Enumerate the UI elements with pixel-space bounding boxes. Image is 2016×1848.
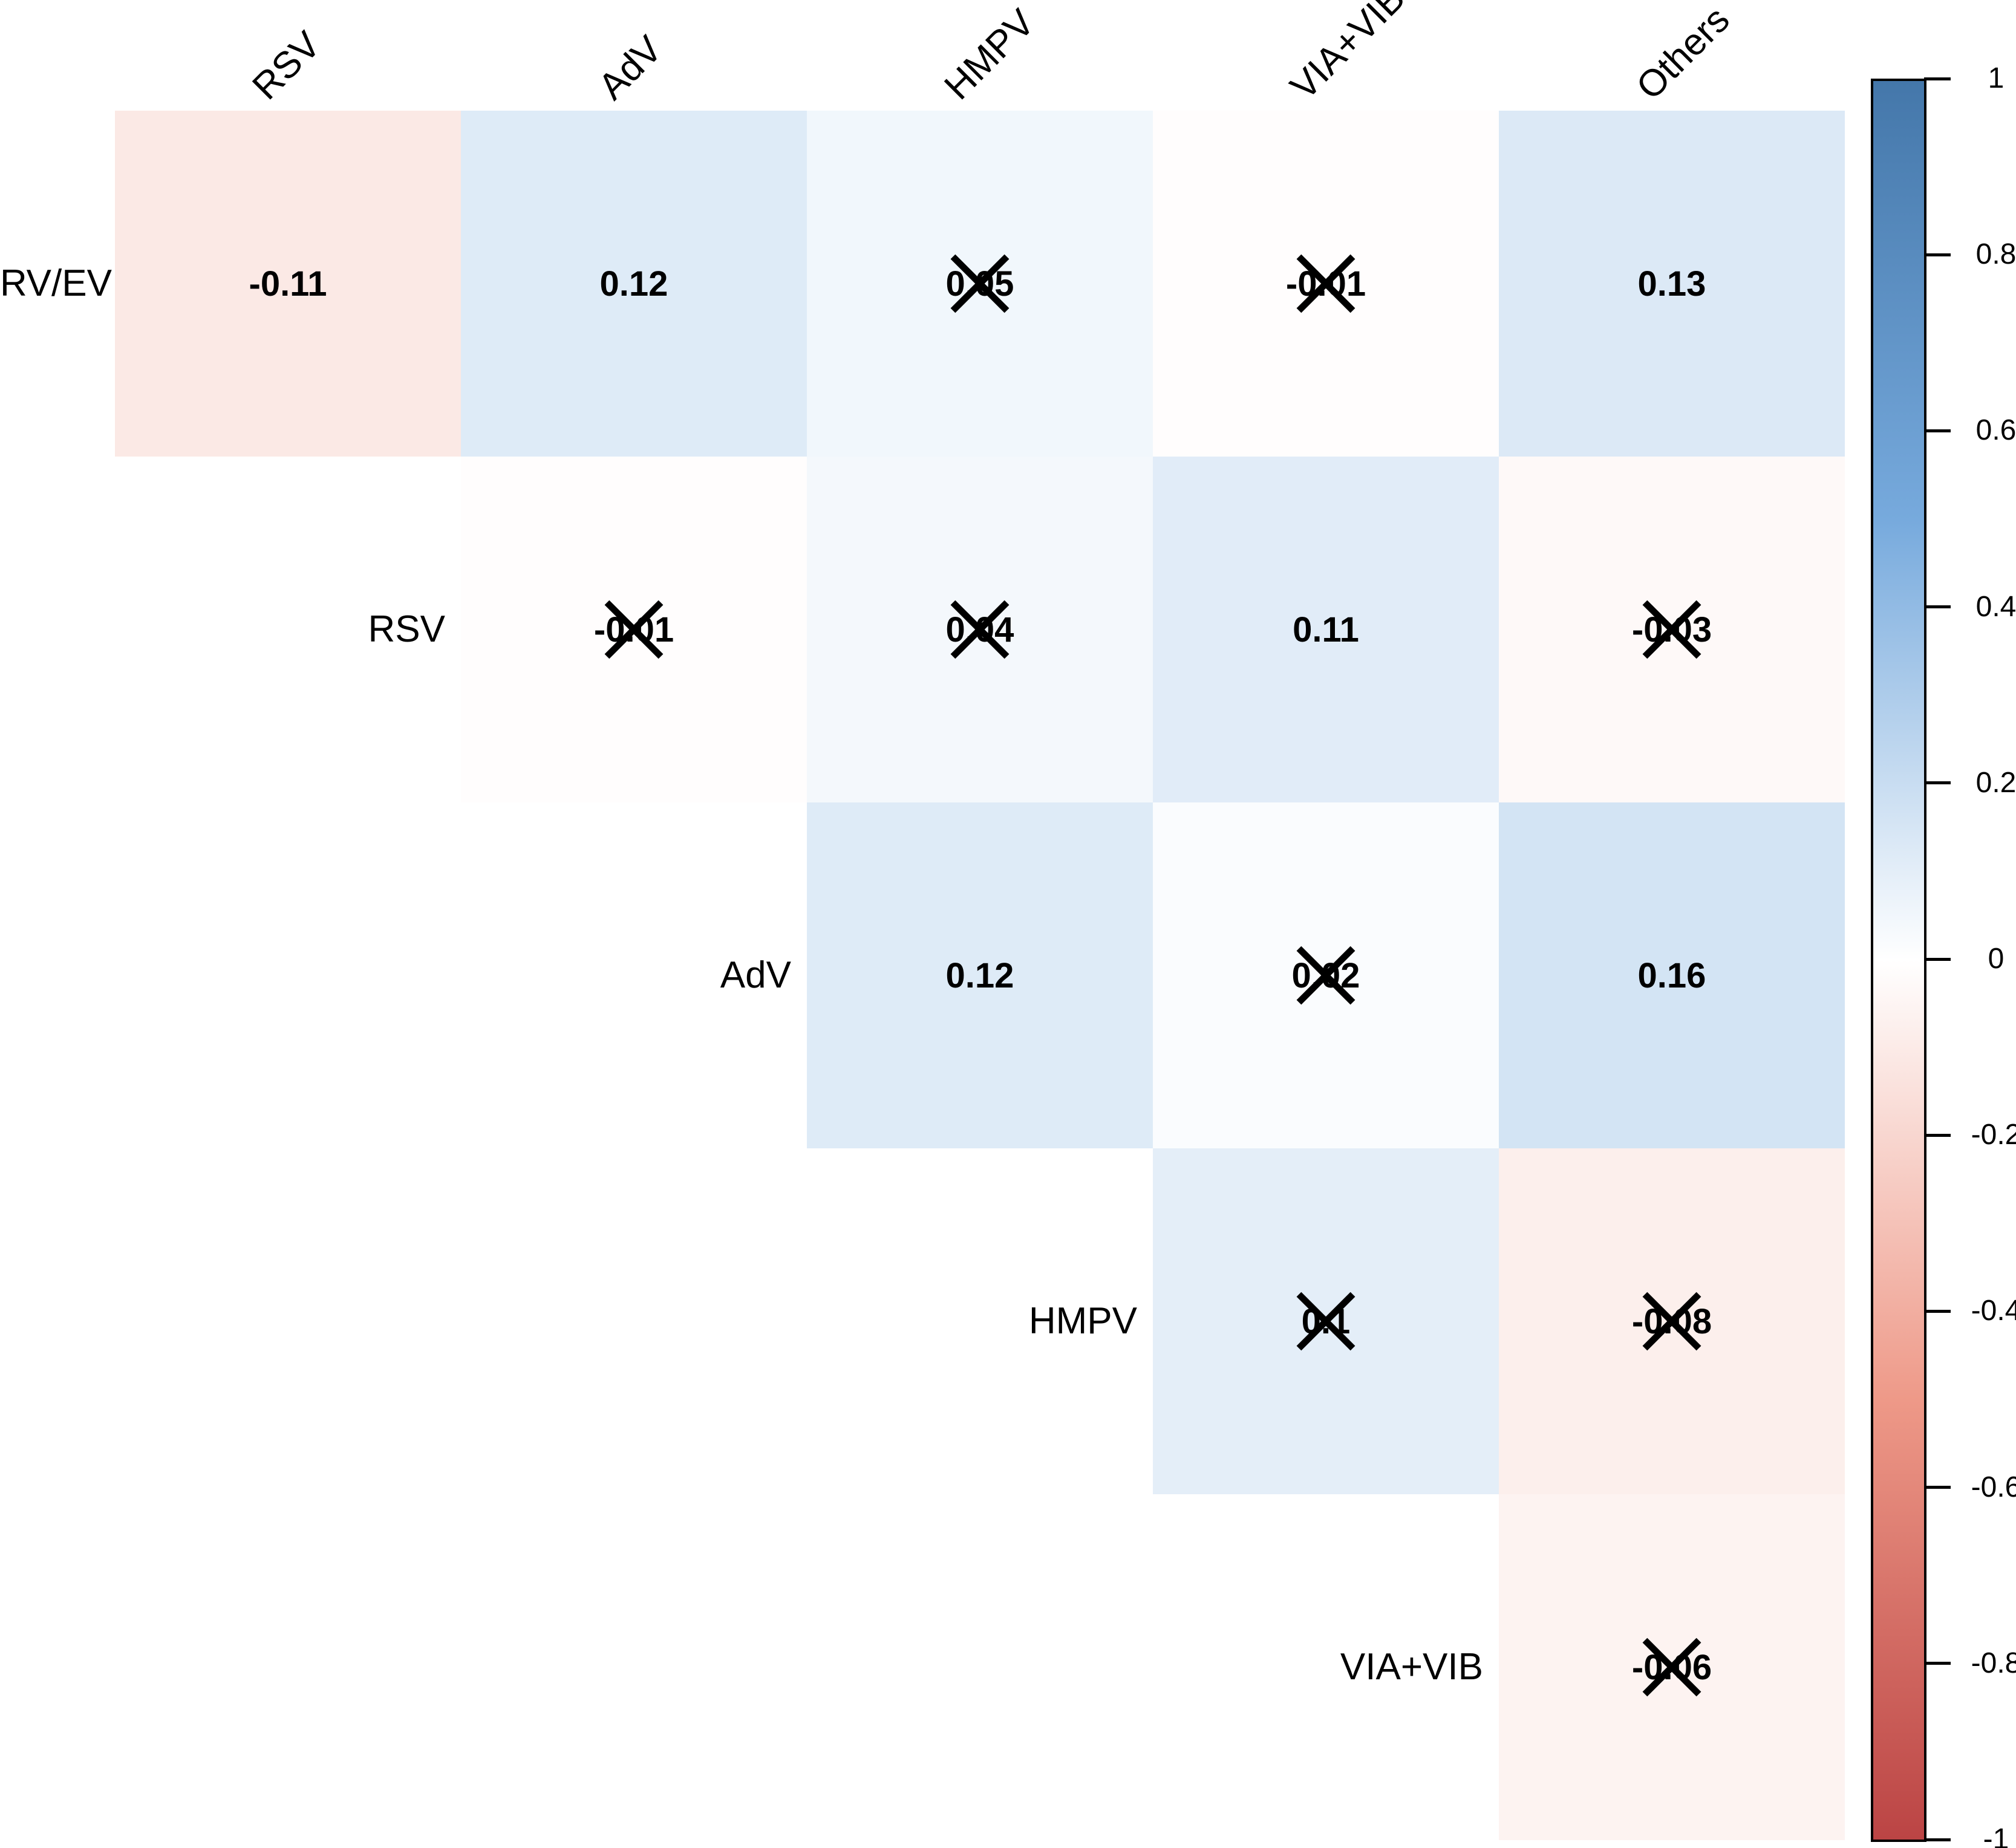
matrix-cell-hmpv-viavib: 0.1 <box>1153 1148 1499 1494</box>
correlation-value: 0.02 <box>1291 955 1360 995</box>
row-label-rvev: RV/EV <box>0 262 112 304</box>
matrix-cell-rsv-others: -0.03 <box>1499 457 1845 802</box>
matrix-cell-rsv-adv: -0.01 <box>461 457 807 802</box>
column-label-others: Others <box>1628 0 1738 108</box>
matrix-cell-adv-hmpv: 0.12 <box>807 802 1153 1148</box>
correlation-value: 0.11 <box>1293 610 1359 649</box>
correlation-value: -0.01 <box>593 610 674 649</box>
row-label-hmpv: HMPV <box>1028 1300 1137 1342</box>
matrix-cell-hmpv-others: -0.08 <box>1499 1148 1845 1494</box>
matrix-cell-rsv-hmpv: 0.04 <box>807 457 1153 802</box>
correlation-value: 0.12 <box>945 955 1014 995</box>
column-label-adv: AdV <box>590 28 670 108</box>
matrix-cell-rvev-hmpv: 0.05 <box>807 111 1153 457</box>
column-label-rsv: RSV <box>244 24 329 108</box>
correlation-value: 0.1 <box>1301 1301 1351 1341</box>
matrix-cell-adv-others: 0.16 <box>1499 802 1845 1148</box>
matrix-cell-adv-viavib: 0.02 <box>1153 802 1499 1148</box>
column-label-hmpv: HMPV <box>936 1 1043 108</box>
colorbar-tick-mark <box>1924 429 1951 432</box>
row-label-rsv: RSV <box>368 608 445 650</box>
colorbar-tick-label-0p6: 0.6 <box>1975 414 2016 447</box>
matrix-cell-rvev-rsv: -0.11 <box>115 111 461 457</box>
correlation-value: -0.01 <box>1285 264 1366 304</box>
colorbar-tick-mark <box>1924 1662 1951 1665</box>
colorbar-tick-label-neg0p6: -0.6 <box>1971 1471 2016 1503</box>
colorbar-tick-mark <box>1924 77 1951 80</box>
correlation-value: 0.05 <box>945 264 1014 304</box>
correlation-value: -0.06 <box>1631 1647 1712 1687</box>
correlation-value: -0.03 <box>1631 610 1712 649</box>
colorbar-tick-label-1: 1 <box>1988 62 2005 94</box>
matrix-cell-rvev-others: 0.13 <box>1499 111 1845 457</box>
correlation-value: -0.08 <box>1631 1301 1712 1341</box>
colorbar-tick-mark <box>1924 1133 1951 1137</box>
colorbar-tick-mark <box>1924 1838 1951 1841</box>
colorbar-gradient <box>1871 79 1926 1842</box>
colorbar-tick-mark <box>1924 957 1951 961</box>
colorbar-tick-label-0: 0 <box>1988 943 2005 975</box>
colorbar-tick-mark <box>1924 605 1951 609</box>
colorbar-tick-label-neg0p2: -0.2 <box>1971 1119 2016 1151</box>
colorbar-tick-mark <box>1924 1309 1951 1313</box>
colorbar-tick-mark <box>1924 781 1951 785</box>
correlation-value: 0.13 <box>1637 264 1706 304</box>
colorbar-tick-mark <box>1924 1486 1951 1489</box>
colorbar-tick-label-0p4: 0.4 <box>1975 590 2016 623</box>
correlation-value: -0.11 <box>249 264 327 304</box>
row-label-viavib: VIA+VIB <box>1340 1646 1483 1688</box>
colorbar-tick-label-neg1: -1 <box>1983 1823 2009 1848</box>
colorbar-tick-label-neg0p8: -0.8 <box>1971 1647 2016 1679</box>
matrix-cell-rvev-viavib: -0.01 <box>1153 111 1499 457</box>
column-label-viavib: VIA+VIB <box>1282 0 1414 108</box>
matrix-cell-rvev-adv: 0.12 <box>461 111 807 457</box>
matrix-cell-viavib-others: -0.06 <box>1499 1494 1845 1840</box>
matrix-cell-rsv-viavib: 0.11 <box>1153 457 1499 802</box>
correlation-value: 0.12 <box>599 264 668 304</box>
colorbar-tick-label-0p8: 0.8 <box>1975 238 2016 271</box>
row-label-adv: AdV <box>720 954 791 996</box>
colorbar-tick-label-neg0p4: -0.4 <box>1971 1295 2016 1327</box>
colorbar-tick-mark <box>1924 253 1951 256</box>
correlation-value: 0.16 <box>1637 955 1706 995</box>
colorbar-tick-label-0p2: 0.2 <box>1975 766 2016 799</box>
correlation-value: 0.04 <box>945 610 1014 649</box>
